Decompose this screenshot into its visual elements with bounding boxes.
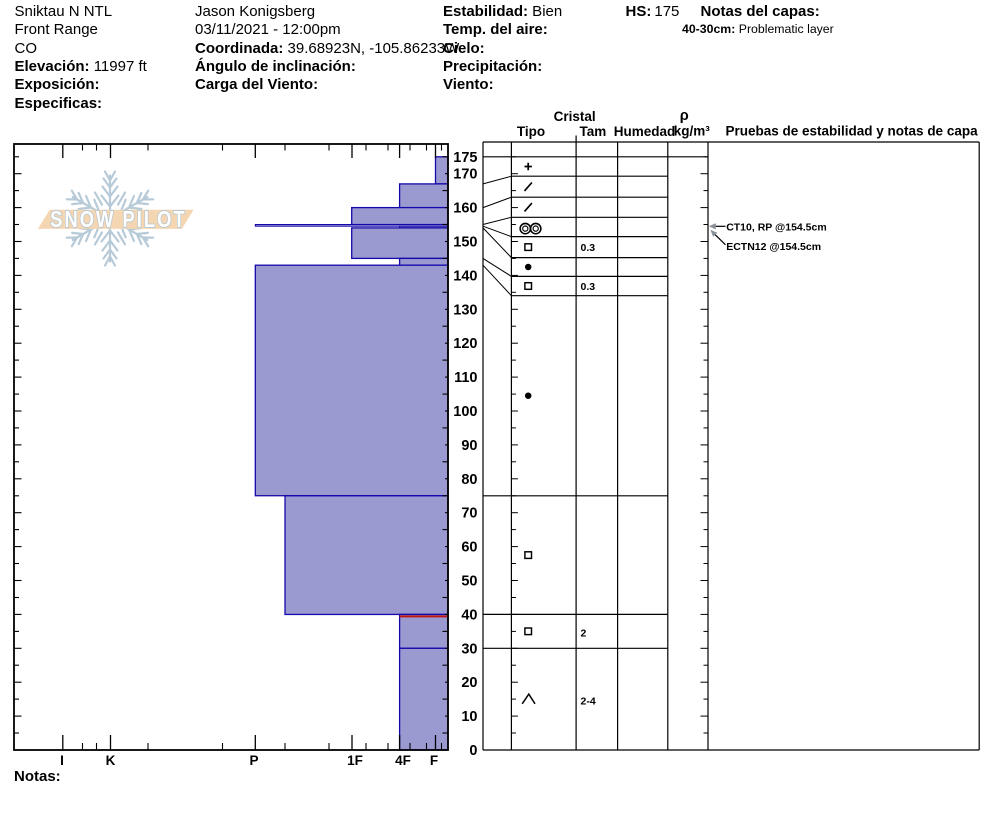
svg-text:70: 70 [461, 506, 477, 522]
svg-text:10: 10 [461, 709, 477, 725]
svg-text:0.3: 0.3 [581, 242, 596, 254]
svg-text:Tam: Tam [580, 124, 607, 139]
svg-text:ECTN12 @154.5cm: ECTN12 @154.5cm [726, 241, 821, 253]
svg-text:kg/m³: kg/m³ [674, 123, 711, 138]
svg-text:SNOW PILOT: SNOW PILOT [50, 207, 186, 232]
svg-text:130: 130 [453, 302, 477, 318]
svg-text:140: 140 [453, 268, 477, 284]
svg-text:110: 110 [454, 370, 477, 386]
svg-text:0: 0 [469, 743, 477, 759]
svg-text:Cristal: Cristal [554, 109, 596, 124]
svg-text:40: 40 [461, 607, 477, 623]
svg-text:20: 20 [461, 675, 477, 691]
svg-text:90: 90 [461, 438, 477, 454]
svg-text:2-4: 2-4 [581, 695, 596, 707]
svg-text:Humedad: Humedad [614, 124, 676, 139]
svg-text:120: 120 [453, 336, 477, 352]
svg-text:4F: 4F [395, 753, 411, 768]
svg-text:170: 170 [453, 167, 477, 183]
svg-text:150: 150 [453, 235, 477, 251]
svg-text:160: 160 [453, 201, 477, 217]
svg-text:ρ: ρ [680, 108, 689, 124]
svg-text:P: P [249, 753, 258, 768]
svg-text:175: 175 [453, 150, 477, 166]
svg-text:50: 50 [461, 574, 477, 590]
svg-text:1F: 1F [347, 753, 363, 768]
svg-text:2: 2 [581, 628, 587, 640]
svg-text:0.3: 0.3 [581, 281, 596, 293]
svg-text:CT10, RP @154.5cm: CT10, RP @154.5cm [726, 221, 827, 233]
svg-text:80: 80 [461, 472, 477, 488]
svg-text:I: I [60, 753, 64, 768]
svg-text:F: F [430, 753, 438, 768]
svg-text:K: K [106, 753, 116, 768]
svg-text:30: 30 [461, 641, 477, 657]
svg-text:Tipo: Tipo [517, 124, 545, 139]
svg-text:100: 100 [453, 404, 477, 420]
svg-text:60: 60 [461, 540, 477, 556]
svg-text:Pruebas de estabilidad y notas: Pruebas de estabilidad y notas de capa [726, 123, 979, 138]
